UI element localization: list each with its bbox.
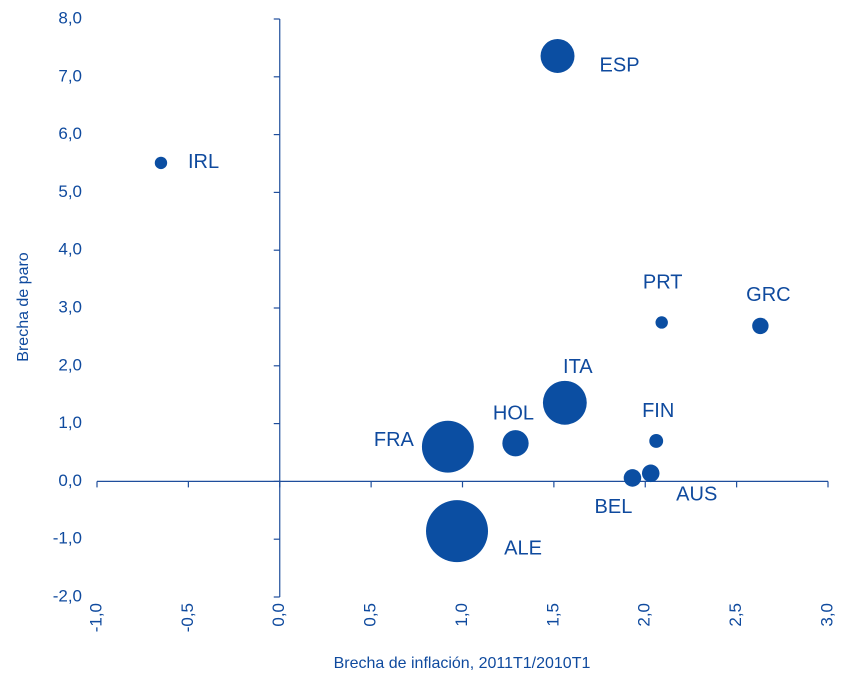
bubble [540,39,575,73]
x-tick-label: 1,5 [543,603,562,627]
y-tick-label: 0,0 [58,471,82,490]
point-label: ALE [504,537,542,559]
point-label: IRL [188,151,219,173]
x-tick-label: 2,5 [726,603,745,627]
point-label: PRT [643,272,683,294]
y-tick-label: -2,0 [53,586,82,605]
bubble [752,317,769,335]
y-tick-label: 1,0 [58,413,82,432]
bubble [154,156,168,170]
x-tick-label: 1,0 [452,603,471,627]
point-label: BEL [595,496,633,518]
x-tick-label: 0,5 [361,603,380,627]
x-tick-label: 0,0 [269,603,288,627]
x-tick-label: -1,0 [86,603,105,632]
y-tick-label: 4,0 [58,240,82,259]
y-tick-label: 7,0 [58,66,82,85]
y-tick-label: 6,0 [58,124,82,143]
y-tick-label: 3,0 [58,297,82,316]
y-tick-label: 5,0 [58,182,82,201]
y-tick-label: 8,0 [58,8,82,27]
x-tick-label: 2,0 [635,603,654,627]
point-label: FRA [374,429,415,451]
x-tick-label: -0,5 [178,603,197,632]
point-label: HOL [493,403,534,425]
y-tick-label: -1,0 [53,529,82,548]
y-tick-label: 2,0 [58,355,82,374]
point-label: AUS [676,484,717,506]
y-axis-title: Brecha de paro [15,252,32,362]
bubble [641,464,660,483]
x-axis-title: Brecha de inflación, 2011T1/2010T1 [334,655,591,672]
bubble [649,434,664,448]
point-label: GRC [746,284,790,306]
point-label: FIN [642,400,674,422]
bubble [426,500,489,563]
bubble [623,469,642,487]
x-tick-label: 3,0 [817,603,836,627]
bubble [502,430,529,457]
bubble [655,316,668,329]
point-label: ESP [600,54,640,76]
bubble [542,380,587,425]
bubble [421,420,474,473]
point-label: ITA [563,356,593,378]
